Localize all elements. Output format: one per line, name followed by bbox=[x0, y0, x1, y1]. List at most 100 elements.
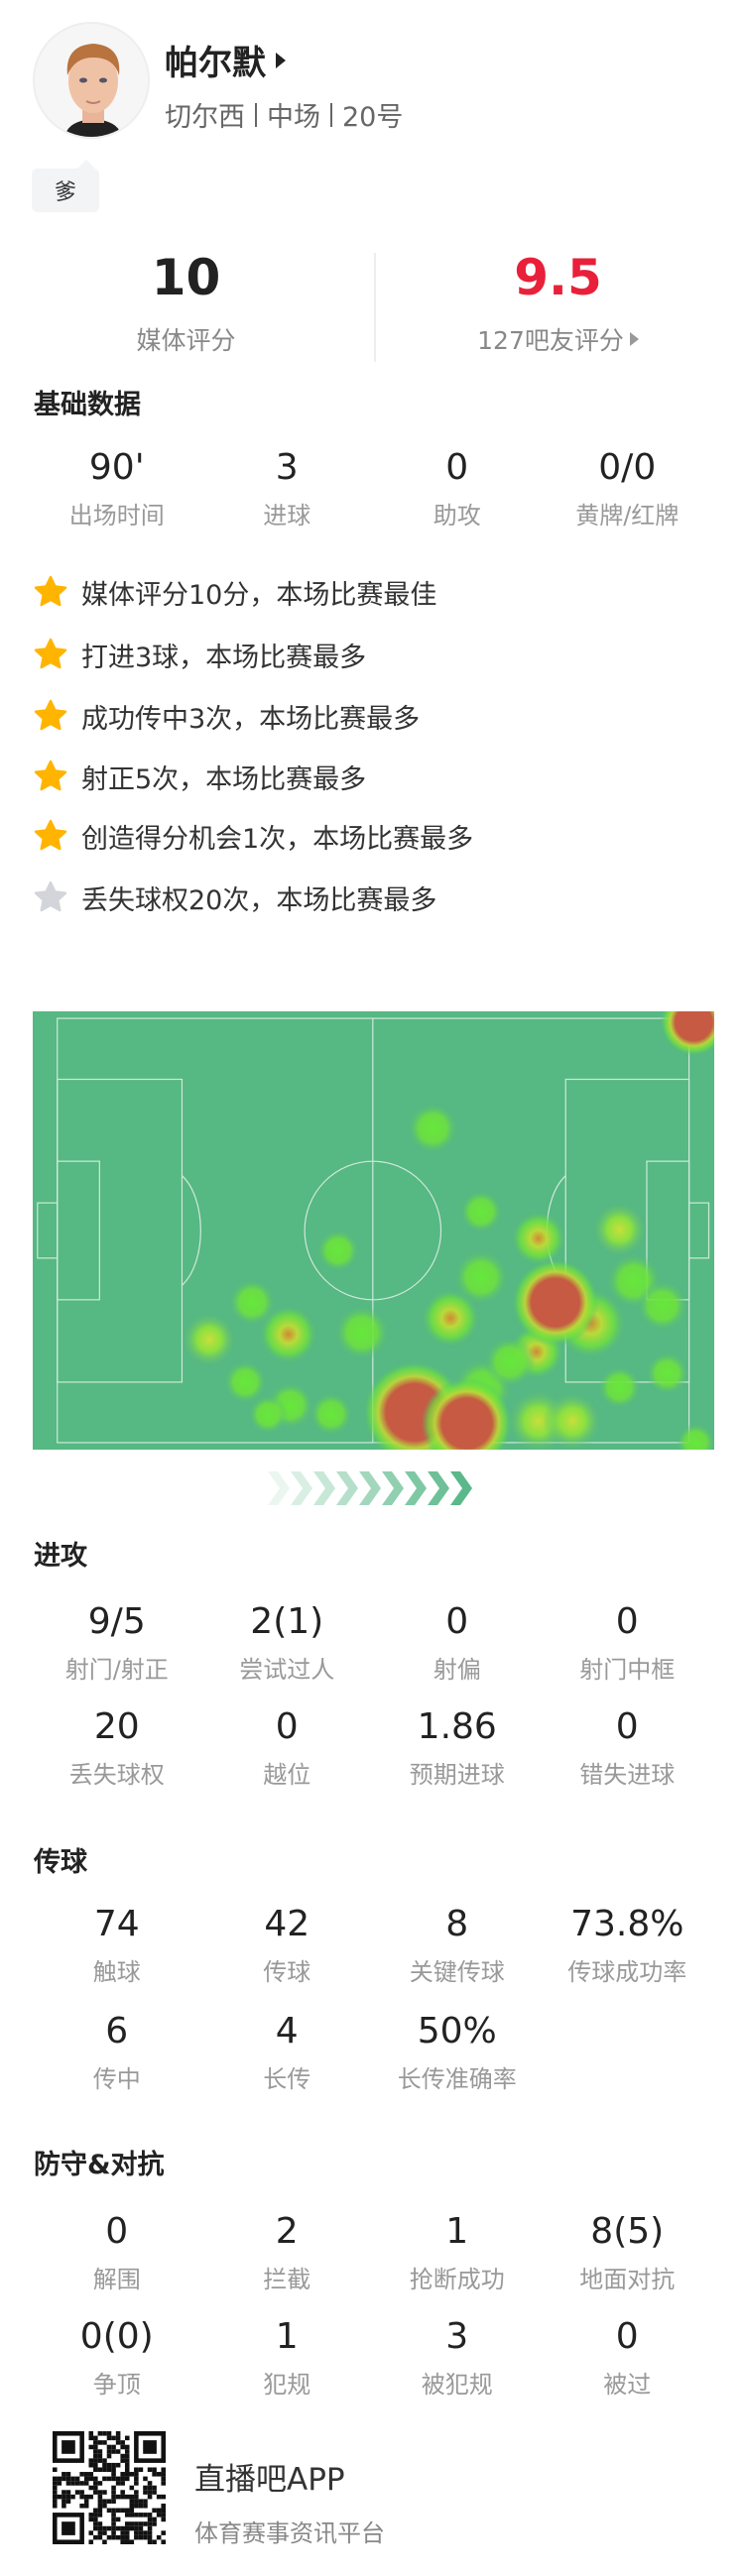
stat-label: 尝试过人 bbox=[239, 1656, 335, 1684]
star-icon bbox=[34, 819, 67, 851]
stat-attack: 9/5 射门/射正 bbox=[32, 1602, 202, 1707]
stat-defense: 1 犯规 bbox=[202, 2317, 373, 2422]
heatmap-blob bbox=[459, 1189, 504, 1233]
achievement-item: 丢失球权20次，本场比赛最多 bbox=[32, 878, 436, 917]
stat-label: 黄牌/红牌 bbox=[575, 502, 680, 529]
stat-defense: 1 抢断成功 bbox=[372, 2212, 543, 2317]
stat-attack: 0 射门中框 bbox=[543, 1602, 713, 1707]
player-info: 切尔西 中场 20号 bbox=[165, 95, 403, 134]
stat-label: 进球 bbox=[263, 502, 311, 529]
team-name: 切尔西 bbox=[165, 102, 245, 133]
app-name: 直播吧APP bbox=[194, 2462, 345, 2498]
stat-passing: 8 关键传球 bbox=[372, 1905, 543, 2012]
stat-value: 50% bbox=[417, 2011, 497, 2051]
stat-defense: 0 解围 bbox=[32, 2212, 202, 2317]
stat-label: 长传 bbox=[263, 2065, 311, 2093]
fan-rating[interactable]: 9.5 127吧友评分 bbox=[372, 248, 744, 357]
chevron-right-icon bbox=[291, 1471, 312, 1505]
player-name-link[interactable]: 帕尔默 bbox=[165, 36, 286, 84]
attack-stats: 9/5 射门/射正 2(1) 尝试过人 0 射偏 0 射门中框 20 丢失球权 0 越位 1.86 预期进… bbox=[32, 1602, 712, 1813]
stat-basic: 90' 出场时间 bbox=[32, 448, 202, 547]
app-slogan: 体育赛事资讯平台 bbox=[194, 2519, 385, 2547]
fan-rating-label: 127吧友评分 bbox=[477, 326, 624, 355]
player-avatar[interactable] bbox=[33, 22, 150, 139]
achievement-text: 射正5次，本场比赛最多 bbox=[81, 763, 367, 795]
stat-value: 0 bbox=[275, 1706, 299, 1747]
stat-label: 射门/射正 bbox=[64, 1656, 169, 1684]
stat-label: 被过 bbox=[603, 2371, 652, 2399]
stat-value: 6 bbox=[105, 2011, 129, 2051]
stat-value: 4 bbox=[275, 2011, 299, 2051]
star-icon bbox=[34, 880, 67, 912]
shirt-number: 20号 bbox=[342, 102, 404, 133]
rating-divider bbox=[374, 253, 376, 362]
stat-passing: 4 长传 bbox=[202, 2012, 373, 2119]
chevron-right-icon bbox=[313, 1471, 335, 1505]
stat-passing: 42 传球 bbox=[202, 1905, 373, 2012]
heatmap-blob bbox=[591, 1202, 648, 1258]
heatmap-pitch bbox=[37, 989, 728, 1469]
position: 中场 bbox=[267, 102, 320, 133]
heatmap-blob bbox=[421, 1377, 513, 1469]
stat-value: 9/5 bbox=[87, 1601, 146, 1642]
stat-value: 0 bbox=[105, 2211, 129, 2252]
stat-value: 0 bbox=[615, 1601, 639, 1642]
stat-value: 2(1) bbox=[250, 1601, 324, 1642]
heatmap-blob bbox=[660, 989, 728, 1057]
basic-stats: 90' 出场时间 3 进球 0 助攻 0/0 黄牌/红牌 bbox=[32, 448, 712, 547]
achievement-text: 丢失球权20次，本场比赛最多 bbox=[81, 884, 437, 916]
defense-stats: 0 解围 2 拦截 1 抢断成功 8(5) 地面对抗 0(0) 争顶 1 犯规 3 被犯规 0 被过 bbox=[32, 2212, 712, 2422]
stat-value: 0 bbox=[615, 1706, 639, 1747]
stat-value: 3 bbox=[275, 447, 299, 488]
achievement-text: 成功传中3次，本场比赛最多 bbox=[81, 703, 421, 735]
heatmap bbox=[33, 989, 728, 1469]
achievement-item: 创造得分机会1次，本场比赛最多 bbox=[32, 816, 473, 856]
achievement-item: 射正5次，本场比赛最多 bbox=[32, 757, 366, 796]
stat-value: 1 bbox=[445, 2211, 469, 2252]
chevron-right-icon bbox=[268, 1471, 290, 1505]
stat-label: 传中 bbox=[92, 2065, 141, 2093]
stat-value: 0 bbox=[445, 1601, 469, 1642]
heatmap-blob bbox=[407, 1103, 459, 1155]
qr-code bbox=[53, 2431, 166, 2544]
media-rating-value: 10 bbox=[151, 249, 221, 306]
stat-value: 0/0 bbox=[598, 447, 657, 488]
stat-value: 3 bbox=[445, 2316, 469, 2357]
divider bbox=[330, 102, 332, 127]
achievement-item: 成功传中3次，本场比赛最多 bbox=[32, 696, 420, 736]
heatmap-blob bbox=[676, 1422, 716, 1463]
achievement-text: 媒体评分10分，本场比赛最佳 bbox=[81, 579, 437, 611]
heatmap-blob bbox=[228, 1278, 277, 1327]
stat-value: 90' bbox=[88, 447, 145, 488]
stat-label: 助攻 bbox=[433, 502, 481, 529]
stat-basic: 3 进球 bbox=[202, 448, 373, 547]
stat-label: 丢失球权 bbox=[68, 1761, 165, 1789]
passing-stats: 74 触球 42 传球 8 关键传球 73.8% 传球成功率 6 传中 4 长传 50% 长传准确率 bbox=[32, 1905, 712, 2119]
stat-label: 地面对抗 bbox=[579, 2266, 676, 2293]
achievement-text: 创造得分机会1次，本场比赛最多 bbox=[81, 823, 474, 855]
stat-label: 拦截 bbox=[263, 2266, 311, 2293]
heatmap-blob bbox=[333, 1304, 390, 1360]
stat-attack: 1.86 预期进球 bbox=[372, 1707, 543, 1813]
stat-attack: 0 射偏 bbox=[372, 1602, 543, 1707]
fan-rating-value: 9.5 bbox=[514, 249, 602, 306]
heatmap-blob bbox=[181, 1312, 237, 1368]
stat-value: 1.86 bbox=[417, 1706, 497, 1747]
stat-value: 8(5) bbox=[590, 2211, 665, 2252]
stat-passing: 50% 长传准确率 bbox=[372, 2012, 543, 2119]
stat-value: 8 bbox=[445, 1904, 469, 1944]
tag-text: 爹 bbox=[54, 180, 76, 205]
player-tag[interactable]: 爹 bbox=[32, 160, 99, 212]
stat-value: 73.8% bbox=[570, 1904, 684, 1944]
section-title-attack: 进攻 bbox=[34, 1541, 87, 1572]
heatmap-blob bbox=[636, 1280, 688, 1333]
stat-label: 传球成功率 bbox=[567, 1958, 687, 1986]
stat-attack: 20 丢失球权 bbox=[32, 1707, 202, 1813]
stat-label: 被犯规 bbox=[421, 2371, 493, 2399]
stat-label: 错失进球 bbox=[579, 1761, 676, 1789]
chevron-right-icon bbox=[359, 1471, 381, 1505]
attack-direction-arrows bbox=[268, 1471, 472, 1505]
stat-passing: 73.8% 传球成功率 bbox=[543, 1905, 713, 2012]
heatmap-blob bbox=[258, 1304, 318, 1364]
caret-right-icon bbox=[276, 52, 286, 68]
